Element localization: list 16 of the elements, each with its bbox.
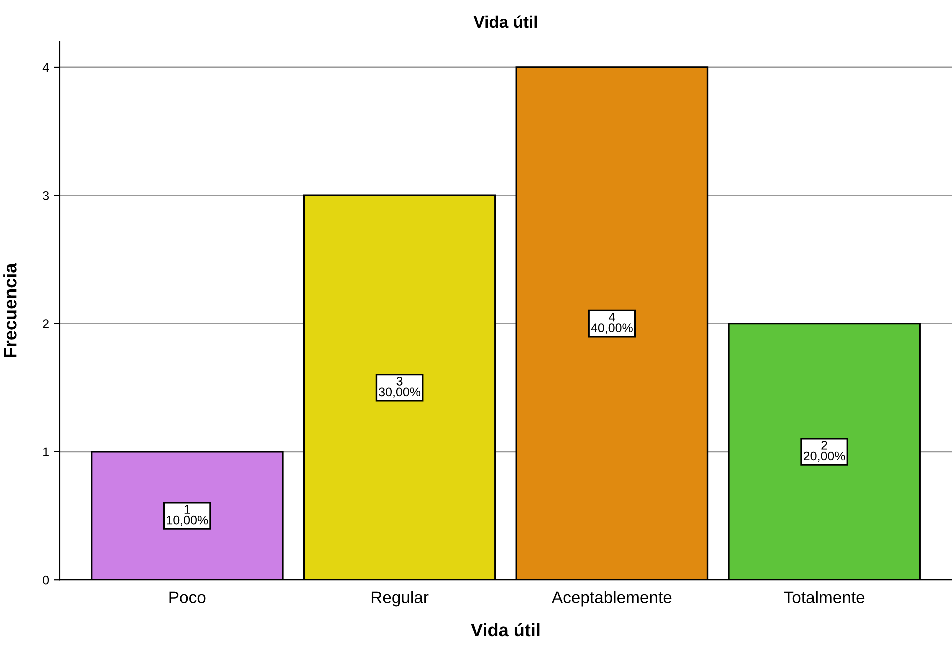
- data-label: 2 20,00%: [804, 441, 846, 462]
- y-axis-title: Frecuencia: [4, 263, 17, 358]
- y-tick-label: 3: [43, 191, 50, 200]
- data-label: 1 10,00%: [167, 505, 208, 526]
- x-tick-label: Aceptablemente: [552, 591, 672, 607]
- x-tick-label: Poco: [170, 592, 206, 604]
- data-label: 4 40,00%: [591, 313, 633, 334]
- data-label: 3 30,00%: [379, 377, 421, 398]
- y-tick-label: 0: [43, 576, 50, 585]
- x-tick-label: Totalmente: [784, 591, 865, 604]
- x-axis-title: Vida útil: [471, 623, 540, 637]
- y-tick-label: 2: [43, 320, 49, 328]
- y-tick-label: 1: [44, 448, 49, 456]
- chart-title: Vida útil: [474, 16, 538, 28]
- x-tick-label: Regular: [372, 591, 429, 607]
- y-tick-label: 4: [42, 63, 50, 72]
